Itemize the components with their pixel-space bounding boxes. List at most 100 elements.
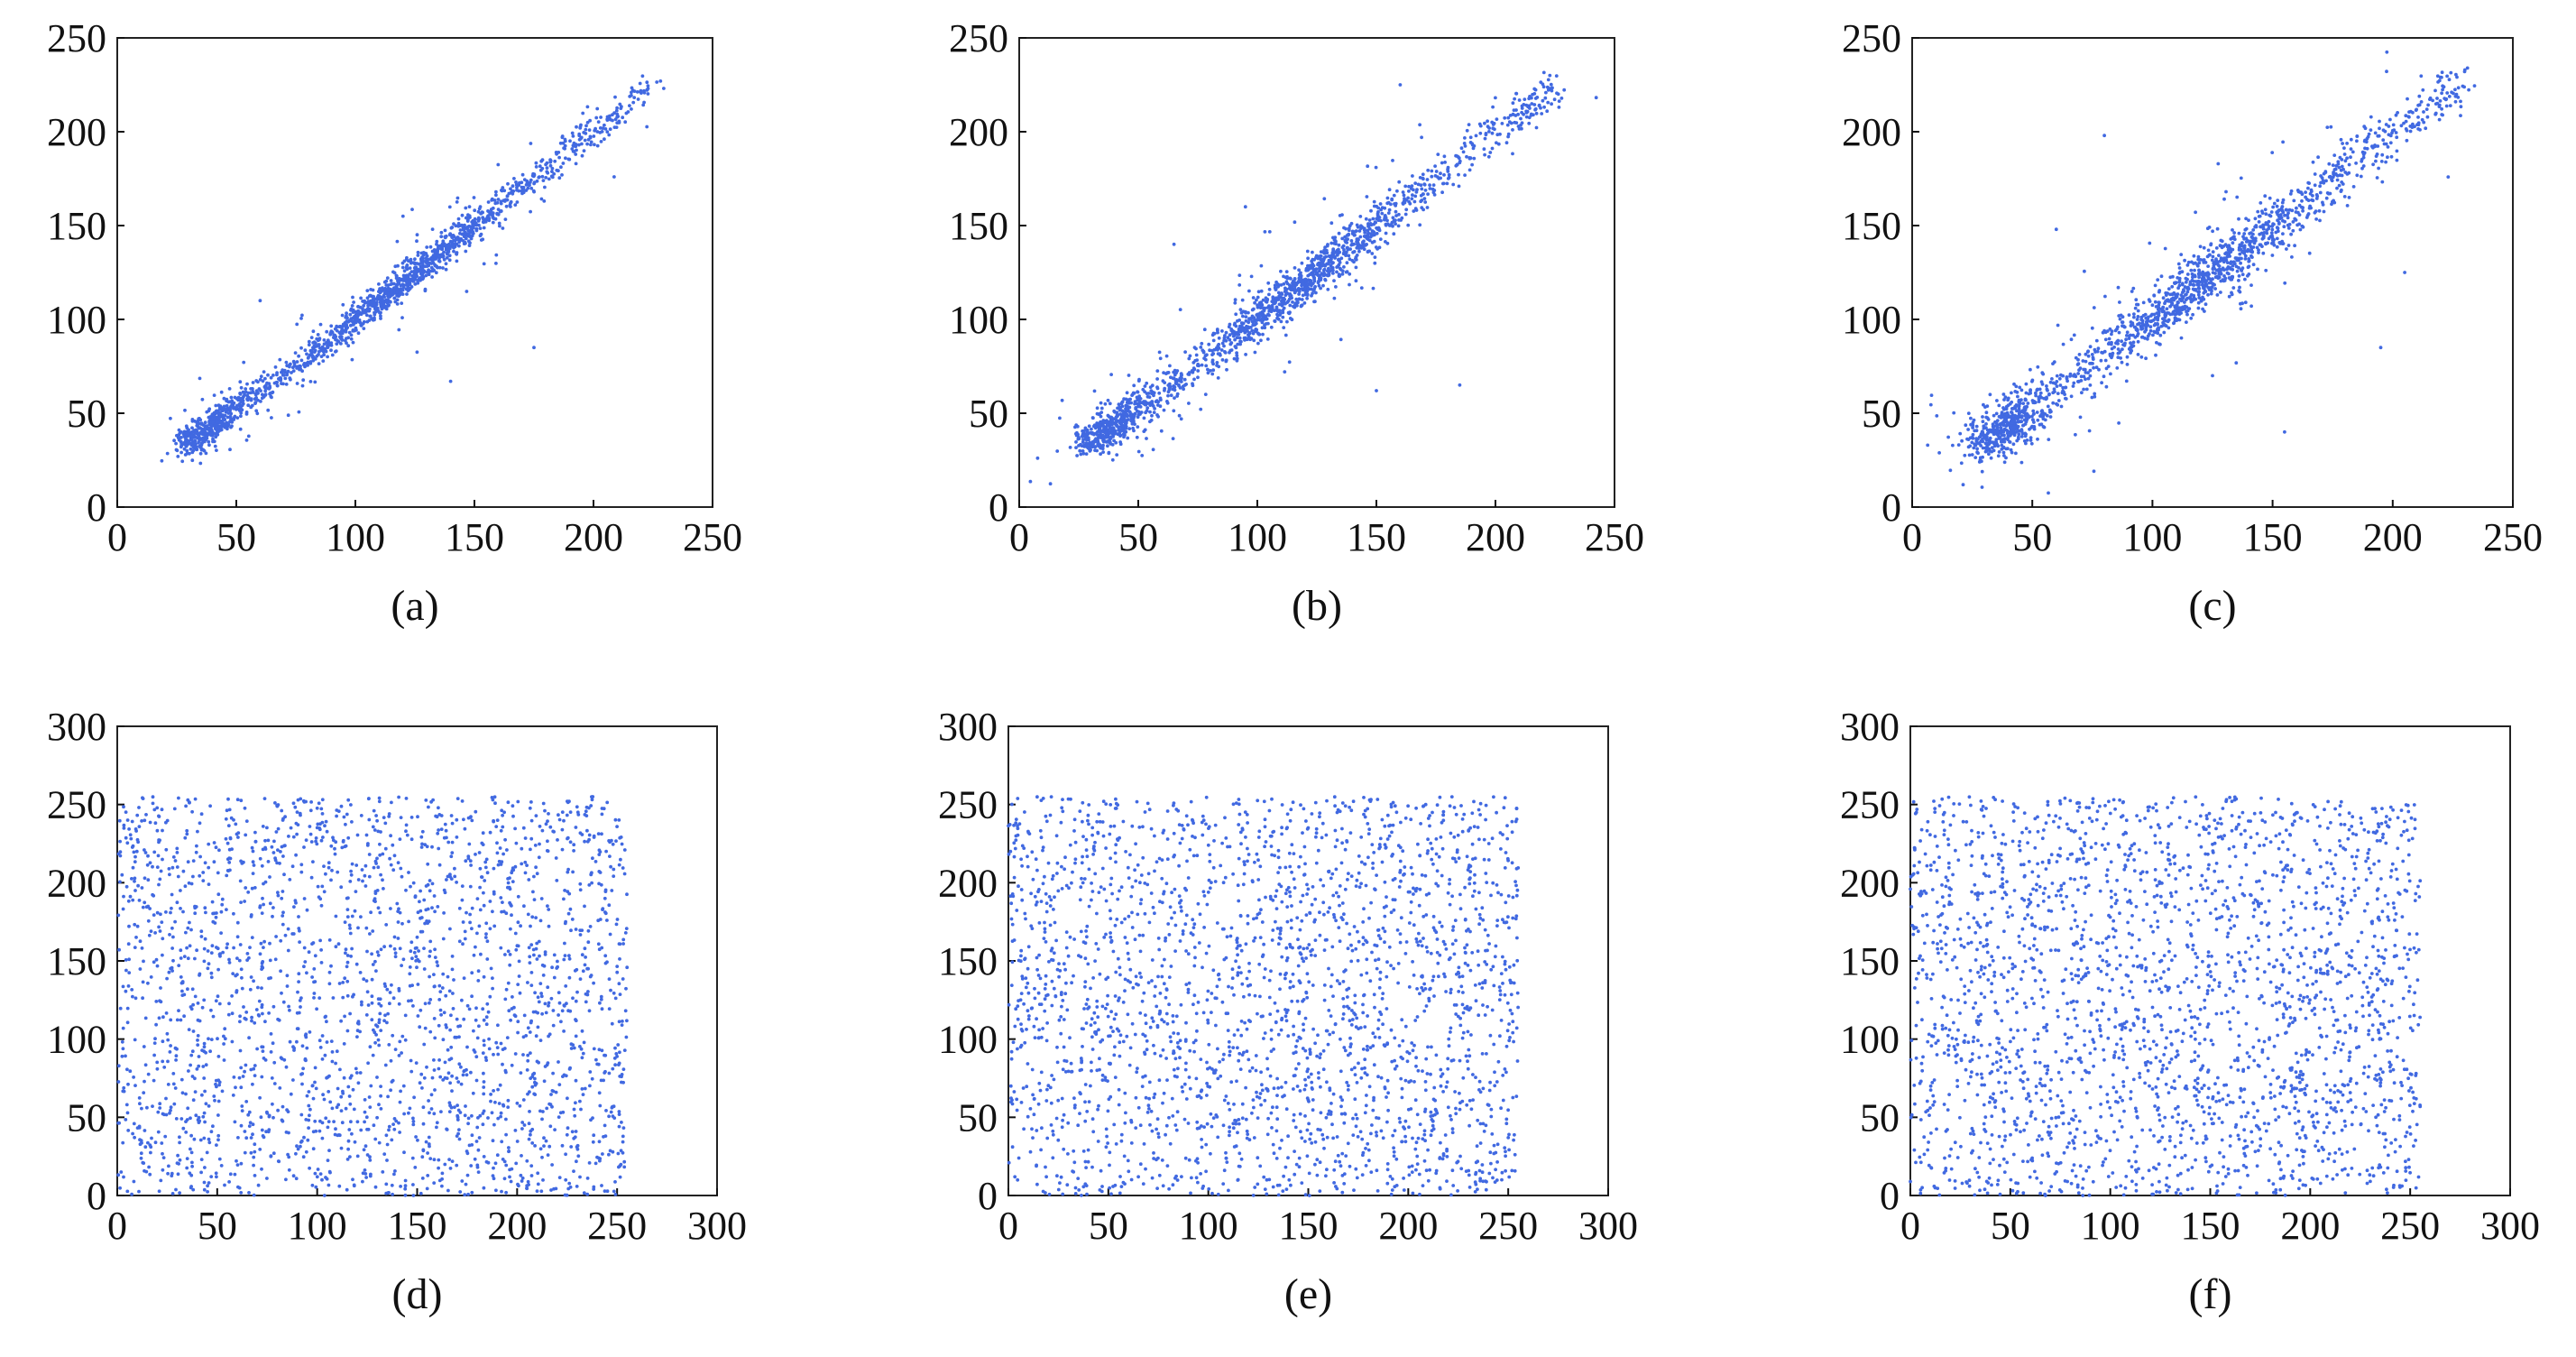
scatter-point — [225, 397, 229, 402]
scatter-point — [2437, 117, 2442, 122]
scatter-point — [1369, 232, 1373, 236]
scatter-point — [2136, 353, 2140, 356]
scatter-point — [1087, 438, 1090, 442]
scatter-point — [2369, 128, 2373, 133]
scatter-point — [1167, 386, 1172, 390]
scatter-point — [1373, 255, 1377, 259]
scatter-point — [2395, 158, 2399, 162]
scatter-point — [1369, 208, 1373, 213]
x-tick-label: 50 — [216, 515, 256, 559]
scatter-point — [1203, 392, 1208, 396]
scatter-point — [2206, 292, 2210, 297]
scatter-point — [430, 249, 435, 254]
scatter-point — [1247, 335, 1251, 339]
scatter-point — [1337, 263, 1341, 267]
scatter-point — [317, 349, 321, 354]
scatter-point — [273, 365, 278, 369]
scatter-point — [361, 309, 365, 313]
scatter-point — [354, 328, 358, 332]
scatter-point — [1410, 197, 1414, 201]
scatter-point — [2227, 252, 2231, 256]
scatter-point — [2235, 195, 2240, 199]
scatter-point — [394, 276, 399, 281]
scatter-point — [239, 398, 244, 402]
scatter-point — [217, 416, 221, 420]
scatter-point — [1267, 230, 1272, 234]
scatter-point — [1279, 311, 1283, 315]
scatter-point — [2379, 160, 2384, 163]
scatter-point — [1509, 121, 1513, 125]
scatter-point — [2459, 105, 2463, 109]
panel-caption: (b) — [1292, 582, 1342, 630]
scatter-point — [477, 217, 482, 221]
scatter-point — [2268, 213, 2272, 217]
scatter-point — [1423, 189, 1428, 192]
scatter-point — [1483, 136, 1487, 141]
scatter-point — [1299, 276, 1303, 280]
scatter-point — [2117, 421, 2121, 425]
scatter-point — [1527, 97, 1532, 101]
scatter-point — [1403, 200, 1407, 205]
scatter-point — [1436, 152, 1440, 157]
scatter-point — [229, 417, 234, 421]
scatter-point — [272, 381, 277, 385]
y-tick-label: 200 — [47, 110, 106, 154]
scatter-point — [1293, 290, 1297, 294]
scatter-point — [1237, 324, 1242, 328]
scatter-point — [2244, 217, 2249, 221]
scatter-point — [1385, 218, 1389, 223]
scatter-point — [289, 362, 292, 366]
scatter-point — [1961, 483, 1965, 487]
scatter-point — [2250, 255, 2254, 259]
scatter-point — [1112, 409, 1117, 413]
scatter-point — [1995, 419, 2000, 422]
scatter-point — [1228, 350, 1231, 355]
scatter-point — [1196, 375, 1200, 380]
scatter-point — [246, 403, 251, 408]
scatter-point — [1260, 326, 1265, 330]
scatter-point — [357, 320, 362, 324]
scatter-point — [1155, 377, 1159, 381]
scatter-point — [2059, 404, 2064, 409]
scatter-point — [2324, 179, 2328, 183]
scatter-point — [1544, 90, 1548, 95]
scatter-point — [2417, 103, 2422, 107]
scatter-point — [2281, 140, 2286, 144]
scatter-point — [413, 282, 418, 286]
scatter-point — [1237, 273, 1242, 277]
scatter-point — [2031, 412, 2036, 416]
scatter-point — [1952, 411, 1956, 415]
scatter-point — [1511, 128, 1514, 132]
scatter-point — [1926, 443, 1930, 448]
scatter-point — [1288, 317, 1293, 320]
scatter-point — [1122, 419, 1127, 422]
scatter-point — [299, 358, 304, 363]
scatter-point — [2291, 220, 2295, 224]
scatter-point — [1340, 213, 1344, 217]
scatter-point — [377, 297, 382, 301]
scatter-point — [593, 143, 596, 147]
scatter-point — [300, 369, 304, 374]
scatter-point — [1540, 112, 1544, 115]
scatter-point — [2136, 315, 2140, 318]
scatter-point — [351, 295, 354, 300]
scatter-point — [197, 426, 201, 430]
scatter-point — [2124, 379, 2129, 383]
scatter-point — [2237, 217, 2240, 221]
scatter-point — [1386, 211, 1391, 216]
scatter-point — [1132, 414, 1136, 418]
scatter-point — [198, 451, 203, 456]
scatter-point — [2337, 183, 2341, 188]
scatter-point — [2411, 122, 2415, 126]
scatter-point — [1136, 410, 1141, 414]
scatter-point — [1210, 348, 1214, 353]
scatter-point — [2301, 206, 2305, 210]
scatter-point — [593, 126, 597, 131]
scatter-point — [2176, 276, 2180, 280]
scatter-point — [2293, 217, 2297, 221]
scatter-point — [443, 235, 447, 239]
scatter-point — [437, 259, 442, 263]
scatter-point — [473, 208, 477, 213]
scatter-point — [2342, 152, 2347, 156]
scatter-point — [240, 403, 244, 408]
